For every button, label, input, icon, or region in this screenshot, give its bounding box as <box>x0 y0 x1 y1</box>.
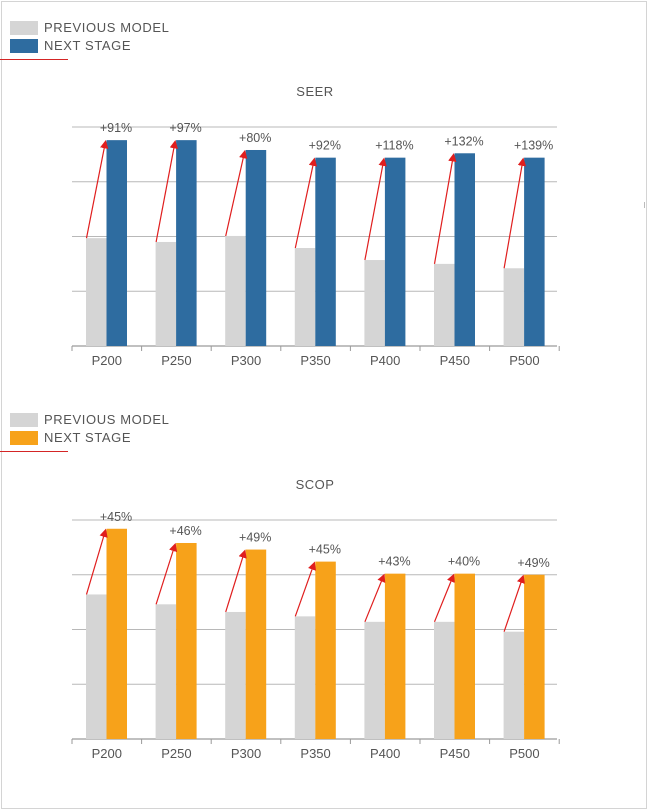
seer-increase-arrow-p300 <box>225 149 248 237</box>
seer-bar-previous-p450 <box>434 263 455 346</box>
scop-bar-previous-p300 <box>225 611 246 739</box>
scop-bar-next-stage-p350 <box>315 561 336 739</box>
seer-bar-next-stage-p400 <box>384 157 406 346</box>
scop-bar-previous-p400 <box>364 621 385 739</box>
legend-underline <box>0 451 68 452</box>
scop-increase-arrow-p350 <box>294 561 316 617</box>
scop-bar-next-stage-p200 <box>106 528 127 739</box>
seer-bar-next-stage-p350 <box>315 157 336 346</box>
seer-bar-next-stage-p200 <box>106 140 127 346</box>
legend-swatch-previous <box>10 413 38 427</box>
scop-bar-previous-p350 <box>294 616 316 739</box>
scop-bar-previous-p250 <box>155 604 177 739</box>
scop-bar-previous-p200 <box>86 594 107 739</box>
scop-x-tick-label-p350: P350 <box>300 746 330 761</box>
seer-percent-label-p250: +97% <box>169 121 201 135</box>
seer-increase-arrow-p350 <box>294 157 318 249</box>
seer-bar-next-stage-p250 <box>176 140 197 346</box>
scop-bar-next-stage-p300 <box>245 549 267 739</box>
scop-increase-arrow-p200 <box>85 528 108 595</box>
scop-increase-arrow-p450 <box>433 573 455 623</box>
legend-swatch-previous <box>10 21 38 35</box>
scop-chart-title: SCOP <box>296 477 335 492</box>
scop-x-tick-label-p500: P500 <box>509 746 539 761</box>
legend-underline <box>0 59 68 60</box>
scop-increase-arrow-p250 <box>155 542 178 605</box>
seer-bar-next-stage-p300 <box>245 149 267 346</box>
seer-bar-previous-p350 <box>294 247 316 346</box>
scop-increase-arrow-p300 <box>225 549 247 613</box>
scop-percent-label-p300: +49% <box>239 531 271 545</box>
scop-x-tick-label-p300: P300 <box>231 746 261 761</box>
seer-bar-next-stage-p500 <box>524 157 545 346</box>
seer-chart-title: SEER <box>296 84 333 99</box>
seer-x-tick-label-p450: P450 <box>440 353 470 368</box>
seer-percent-label-p450: +132% <box>444 134 483 148</box>
seer-x-tick-label-p300: P300 <box>231 353 261 368</box>
scop-percent-label-p450: +40% <box>448 555 480 569</box>
scop-x-tick-label-p450: P450 <box>440 746 470 761</box>
seer-percent-label-p300: +80% <box>239 131 271 145</box>
legend-swatch-next-stage <box>10 431 38 445</box>
seer-bar-next-stage-p450 <box>454 153 475 346</box>
legend-label-previous: PREVIOUS MODEL <box>44 20 170 35</box>
legend-swatch-next-stage <box>10 39 38 53</box>
legend-label-next-stage: NEXT STAGE <box>44 38 132 53</box>
scop-bar-next-stage-p500 <box>524 574 545 739</box>
scop-percent-label-p500: +49% <box>517 556 549 570</box>
scop-x-tick-label-p250: P250 <box>161 746 191 761</box>
scop-bar-chart: SCOP +45% P200 +46% P250 +49% P300 +45% P350 +43%… <box>71 477 560 761</box>
scop-bar-next-stage-p450 <box>454 573 475 739</box>
seer-bar-previous-p200 <box>86 238 107 346</box>
seer-x-tick-label-p250: P250 <box>161 353 191 368</box>
seer-increase-arrow-p200 <box>85 139 109 239</box>
seer-percent-label-p350: +92% <box>309 139 341 153</box>
scop-percent-label-p250: +46% <box>169 524 201 538</box>
scop-x-tick-label-p400: P400 <box>370 746 400 761</box>
scop-percent-label-p350: +45% <box>309 543 341 557</box>
scop-bar-next-stage-p250 <box>176 542 197 739</box>
seer-x-tick-label-p350: P350 <box>300 353 330 368</box>
scop-percent-label-p200: +45% <box>100 510 132 524</box>
seer-x-tick-label-p200: P200 <box>92 353 122 368</box>
scop-bar-previous-p450 <box>434 621 455 739</box>
seer-percent-label-p400: +118% <box>375 139 413 153</box>
scop-bar-next-stage-p400 <box>384 573 406 739</box>
seer-bar-previous-p400 <box>364 260 385 346</box>
seer-increase-arrow-p450 <box>433 153 457 264</box>
seer-increase-arrow-p250 <box>155 139 178 243</box>
legend-label-next-stage: NEXT STAGE <box>44 430 132 445</box>
scop-increase-arrow-p400 <box>364 573 386 623</box>
seer-x-tick-label-p500: P500 <box>509 353 539 368</box>
seer-x-tick-label-p400: P400 <box>370 353 400 368</box>
seer-bar-previous-p250 <box>155 241 177 346</box>
seer-bar-previous-p500 <box>503 268 525 346</box>
seer-increase-arrow-p400 <box>364 157 387 261</box>
legend-label-previous: PREVIOUS MODEL <box>44 412 170 427</box>
seer-percent-label-p500: +139% <box>514 139 553 153</box>
scop-bar-previous-p500 <box>503 631 525 739</box>
seer-percent-label-p200: +91% <box>100 121 132 135</box>
seer-bar-previous-p300 <box>225 235 246 346</box>
seer-increase-arrow-p500 <box>503 157 527 269</box>
scop-x-tick-label-p200: P200 <box>92 746 122 761</box>
edge-marker <box>644 202 645 208</box>
seer-bar-chart: SEER +91% P200 +97% P250 +80% P300 +92% P350 +118… <box>71 84 560 368</box>
scop-increase-arrow-p500 <box>503 574 525 632</box>
scop-percent-label-p400: +43% <box>378 555 410 569</box>
